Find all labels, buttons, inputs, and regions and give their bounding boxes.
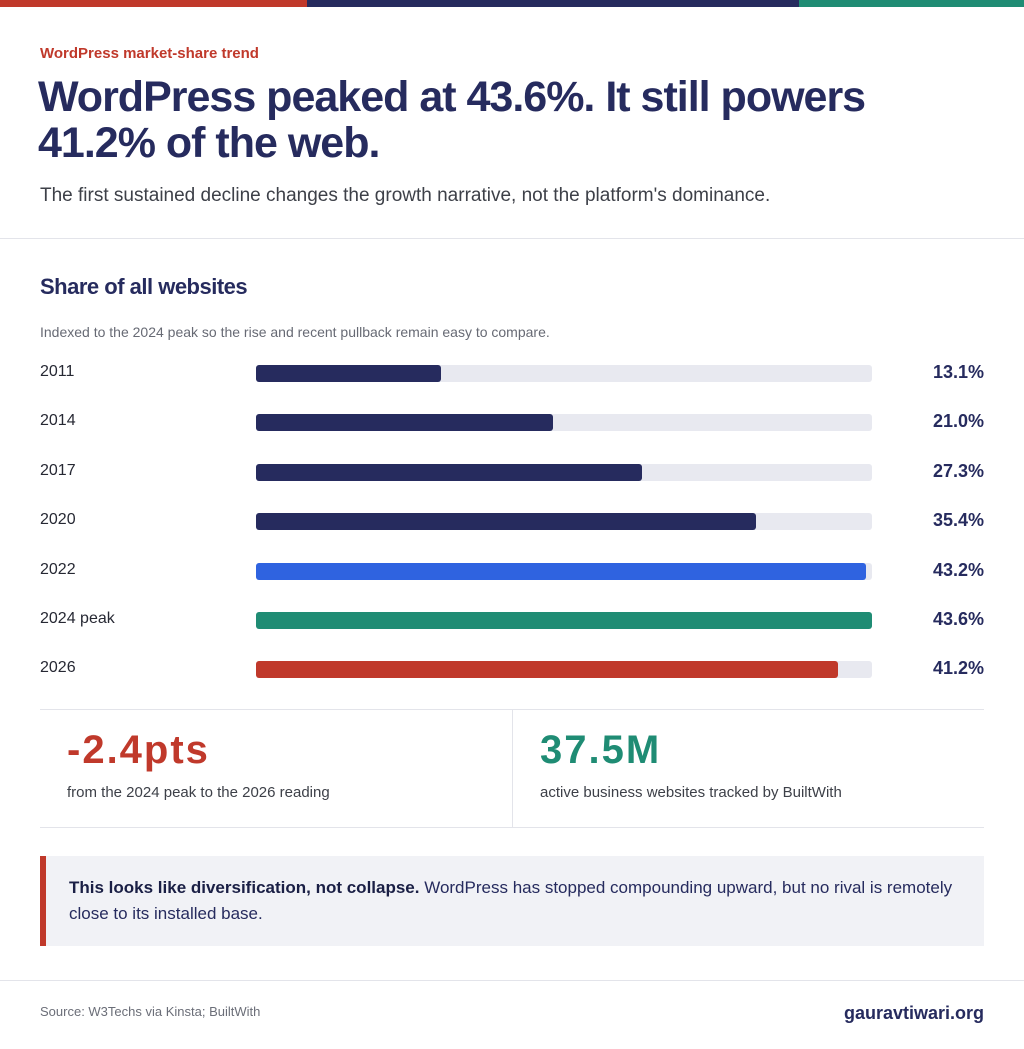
bar-category-label: 2020 xyxy=(40,511,76,529)
footer-divider xyxy=(0,980,1024,981)
bar-row: 2011 13.1% xyxy=(0,358,1024,388)
page-title: WordPress peaked at 43.6%. It still powe… xyxy=(38,73,866,167)
top-accent-red xyxy=(0,0,307,7)
bar xyxy=(256,365,441,382)
bar-row: 2026 41.2% xyxy=(0,654,1024,684)
stat-sites-caption: active business websites tracked by Buil… xyxy=(540,784,842,801)
bar-category-label: 2014 xyxy=(40,412,76,430)
stats-top-divider xyxy=(40,709,984,710)
source-note: Source: W3Techs via Kinsta; BuiltWith xyxy=(40,1004,261,1019)
stat-change-value: -2.4pts xyxy=(67,728,210,772)
bar-track xyxy=(256,463,872,481)
eyebrow: WordPress market-share trend xyxy=(40,45,259,62)
header-divider xyxy=(0,238,1024,239)
bar-row: 2024 peak 43.6% xyxy=(0,605,1024,635)
bar xyxy=(256,513,756,531)
bar-value-label: 43.2% xyxy=(932,559,984,580)
bar-value-label: 43.6% xyxy=(932,609,984,629)
bar xyxy=(256,562,866,580)
bar-value-label: 21.0% xyxy=(932,411,984,432)
chart-title: Share of all websites xyxy=(40,274,248,299)
stat-change-caption: from the 2024 peak to the 2026 reading xyxy=(67,784,330,801)
subtitle: The first sustained decline changes the … xyxy=(40,185,771,206)
callout-text: WordPress has stopped compounding upward… xyxy=(69,878,953,923)
bar-track xyxy=(256,562,872,580)
bar-row: 2014 21.0% xyxy=(0,407,1024,437)
bar-value-label: 27.3% xyxy=(932,460,984,481)
bar xyxy=(256,612,872,629)
bar-value-label: 41.2% xyxy=(932,658,984,679)
stat-sites-value: 37.5M xyxy=(540,728,662,772)
bar-category-label: 2026 xyxy=(40,659,76,677)
bar-category-label: 2011 xyxy=(40,363,75,380)
site-link[interactable]: gauravtiwari.org xyxy=(843,1003,984,1023)
stats-separator xyxy=(512,710,513,827)
bar-track xyxy=(256,612,872,629)
chart-subtitle: Indexed to the 2024 peak so the rise and… xyxy=(40,324,550,340)
bar-value-label: 13.1% xyxy=(932,362,984,382)
bar-row: 2017 27.3% xyxy=(0,457,1024,487)
top-accent-teal xyxy=(799,0,1024,7)
bar xyxy=(256,463,642,481)
bar-category-label: 2022 xyxy=(40,560,76,578)
bar-row: 2022 43.2% xyxy=(0,556,1024,586)
bar-track xyxy=(256,365,872,382)
bar-track xyxy=(256,513,872,531)
bar-value-label: 35.4% xyxy=(932,510,984,531)
insight-callout: This looks like diversification, not col… xyxy=(40,856,984,946)
top-accent-navy xyxy=(307,0,799,7)
bar xyxy=(256,661,838,679)
bar-row: 2020 35.4% xyxy=(0,506,1024,536)
stats-bottom-divider xyxy=(40,827,984,828)
bar-category-label: 2017 xyxy=(40,461,76,479)
bar-category-label: 2024 peak xyxy=(40,610,115,627)
bar-track xyxy=(256,661,872,679)
callout-bold: This looks like diversification, not col… xyxy=(69,878,420,897)
top-accent-bar xyxy=(0,0,1024,7)
bar xyxy=(256,414,553,432)
bar-track xyxy=(256,414,872,432)
